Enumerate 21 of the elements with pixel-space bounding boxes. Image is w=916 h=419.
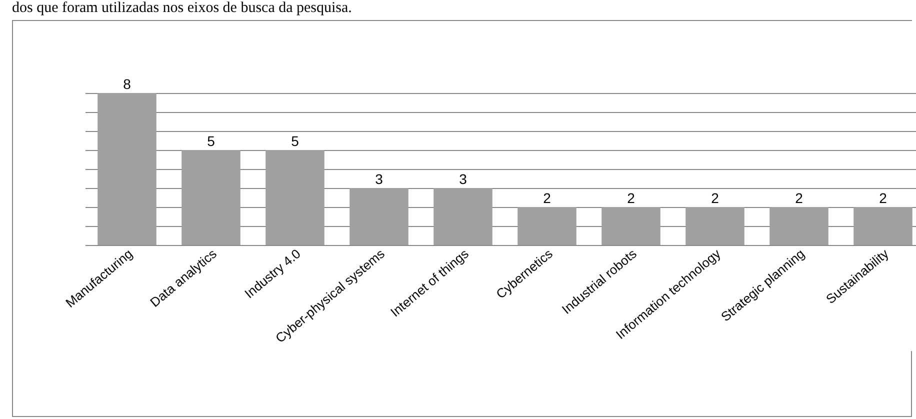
bar <box>854 207 912 245</box>
bar <box>686 207 744 245</box>
bar <box>182 150 240 245</box>
data-label: 5 <box>291 133 300 149</box>
bar <box>266 150 324 245</box>
bar <box>98 93 156 245</box>
data-label: 3 <box>375 171 384 187</box>
data-label: 2 <box>543 190 552 206</box>
data-label: 5 <box>207 133 216 149</box>
data-label: 3 <box>459 171 468 187</box>
bar <box>518 207 576 245</box>
text: dos que foram utilizadas nos eixos de busca da pesquisa. <box>12 0 352 17</box>
bar <box>350 188 408 245</box>
bar <box>602 207 660 245</box>
bar <box>770 207 828 245</box>
data-label: 2 <box>627 190 636 206</box>
data-label: 8 <box>123 76 132 92</box>
data-label: 2 <box>795 190 804 206</box>
data-label: 2 <box>879 190 888 206</box>
data-label: 2 <box>711 190 720 206</box>
bar <box>434 188 492 245</box>
